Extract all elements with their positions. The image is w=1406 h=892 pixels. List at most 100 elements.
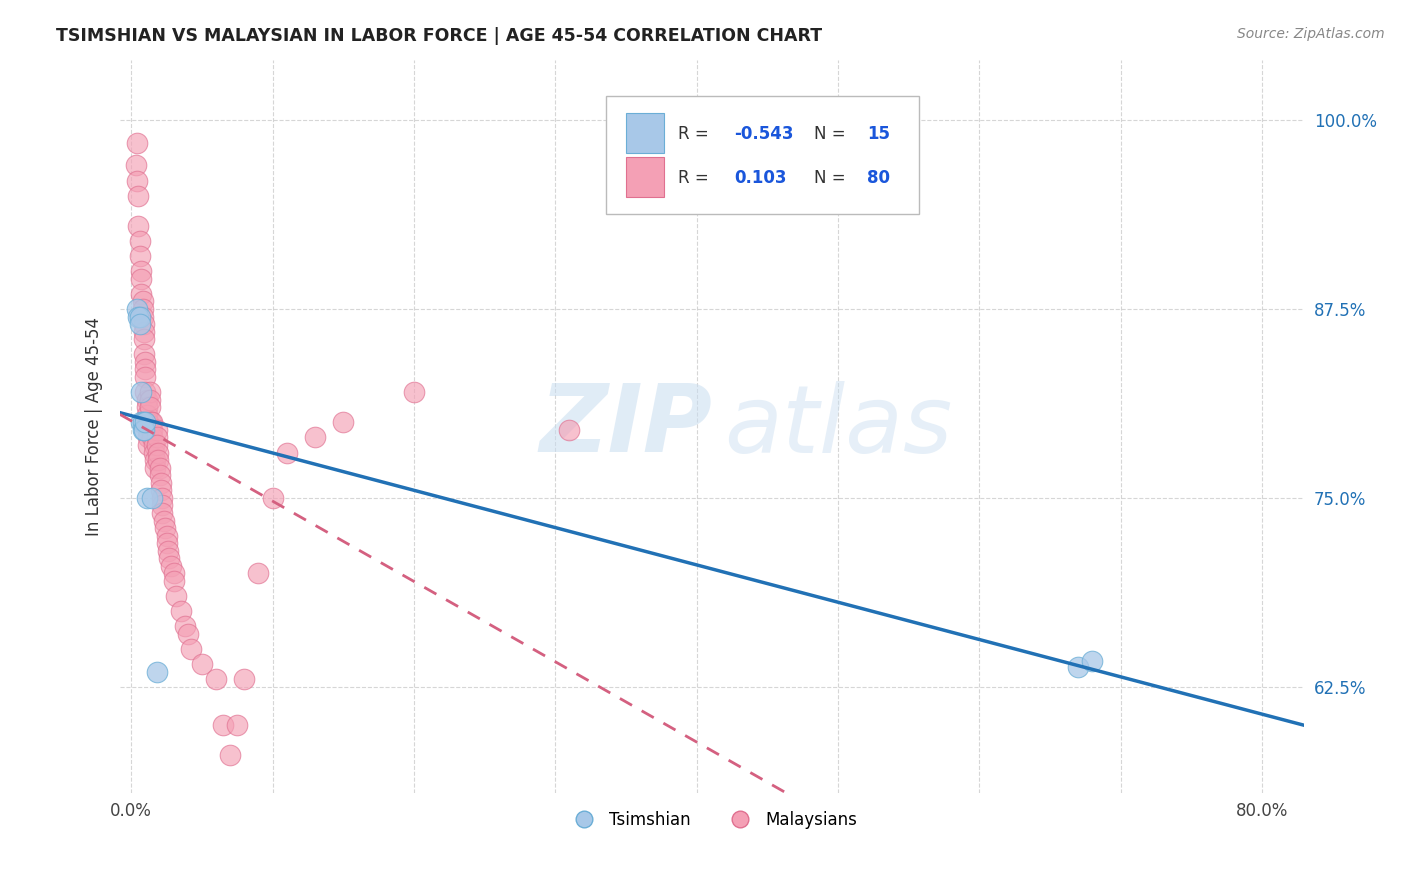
- Point: [155, 536, 177, 550]
- Point: [139, 423, 162, 437]
- FancyBboxPatch shape: [606, 96, 920, 213]
- Point: [332, 415, 354, 429]
- Point: [131, 415, 153, 429]
- Point: [135, 401, 157, 415]
- Point: [128, 234, 150, 248]
- Point: [132, 317, 155, 331]
- Point: [155, 529, 177, 543]
- Point: [132, 325, 155, 339]
- Point: [132, 332, 155, 346]
- Point: [166, 589, 188, 603]
- Point: [129, 415, 152, 429]
- Point: [129, 272, 152, 286]
- Point: [136, 430, 159, 444]
- Point: [141, 491, 163, 505]
- Text: atlas: atlas: [724, 381, 952, 472]
- Point: [135, 408, 157, 422]
- Point: [1081, 654, 1104, 668]
- Point: [129, 286, 152, 301]
- Point: [150, 506, 173, 520]
- Point: [142, 445, 165, 459]
- Point: [134, 415, 156, 429]
- Point: [141, 430, 163, 444]
- Point: [163, 574, 186, 588]
- Point: [138, 401, 160, 415]
- Point: [138, 392, 160, 407]
- Point: [127, 188, 149, 202]
- Point: [132, 423, 155, 437]
- Point: [145, 430, 167, 444]
- Y-axis label: In Labor Force | Age 45-54: In Labor Force | Age 45-54: [86, 317, 103, 535]
- Point: [180, 642, 202, 657]
- Point: [136, 438, 159, 452]
- Point: [148, 468, 170, 483]
- Point: [135, 392, 157, 407]
- Text: N =: N =: [814, 125, 851, 143]
- Text: 15: 15: [868, 125, 890, 143]
- Text: R =: R =: [678, 169, 714, 186]
- Point: [170, 604, 193, 618]
- Point: [156, 544, 179, 558]
- Point: [163, 566, 186, 581]
- Point: [135, 415, 157, 429]
- Bar: [626, 113, 664, 153]
- Point: [131, 301, 153, 316]
- Point: [125, 136, 148, 150]
- Point: [141, 423, 163, 437]
- Point: [212, 717, 235, 731]
- Point: [149, 475, 172, 490]
- Point: [160, 558, 183, 573]
- Point: [127, 310, 149, 324]
- Point: [136, 423, 159, 437]
- Point: [128, 310, 150, 324]
- Point: [262, 491, 284, 505]
- Point: [177, 627, 200, 641]
- Point: [131, 423, 153, 437]
- Point: [134, 362, 156, 376]
- Point: [134, 370, 156, 384]
- Point: [159, 551, 181, 566]
- Point: [125, 301, 148, 316]
- Point: [150, 491, 173, 505]
- Point: [304, 430, 326, 444]
- Text: Source: ZipAtlas.com: Source: ZipAtlas.com: [1237, 27, 1385, 41]
- Point: [205, 673, 228, 687]
- Point: [139, 415, 162, 429]
- Point: [135, 491, 157, 505]
- Point: [146, 445, 169, 459]
- Point: [124, 158, 146, 172]
- Point: [125, 173, 148, 187]
- Point: [134, 355, 156, 369]
- Point: [129, 264, 152, 278]
- Text: R =: R =: [678, 125, 714, 143]
- Text: 80: 80: [868, 169, 890, 186]
- Point: [174, 619, 197, 633]
- Point: [143, 460, 166, 475]
- Point: [136, 415, 159, 429]
- Point: [149, 483, 172, 498]
- Point: [141, 415, 163, 429]
- Point: [132, 347, 155, 361]
- Point: [233, 673, 256, 687]
- Point: [150, 499, 173, 513]
- Point: [138, 385, 160, 400]
- Point: [127, 219, 149, 233]
- Point: [145, 665, 167, 679]
- Point: [134, 385, 156, 400]
- Point: [152, 514, 174, 528]
- Legend: Tsimshian, Malaysians: Tsimshian, Malaysians: [561, 805, 863, 836]
- Point: [191, 657, 214, 672]
- Point: [226, 717, 249, 731]
- Point: [153, 521, 176, 535]
- Text: 0.103: 0.103: [734, 169, 787, 186]
- Point: [145, 423, 167, 437]
- Point: [402, 385, 425, 400]
- Point: [1067, 660, 1090, 674]
- Point: [131, 310, 153, 324]
- Point: [558, 423, 581, 437]
- Point: [145, 438, 167, 452]
- Point: [146, 453, 169, 467]
- Point: [128, 249, 150, 263]
- Point: [247, 566, 270, 581]
- Point: [148, 460, 170, 475]
